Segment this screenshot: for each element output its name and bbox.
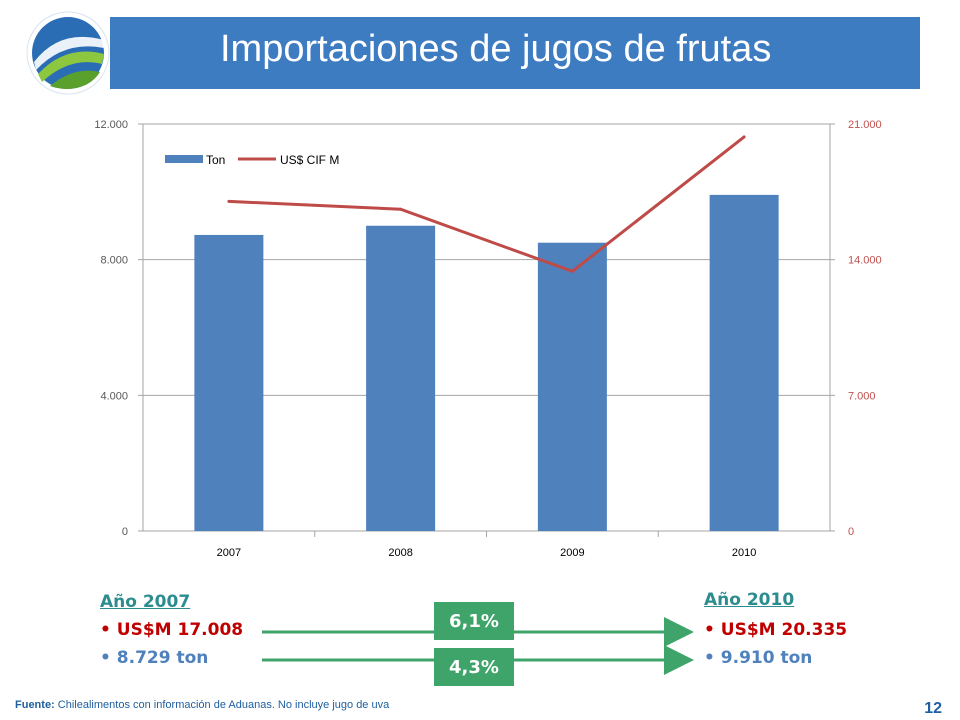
y-left-tick-label: 4.000 xyxy=(100,390,128,402)
y-right-tick-label: 0 xyxy=(848,526,854,538)
growth-ton-badge: 4,3% xyxy=(434,648,514,686)
page-number: 12 xyxy=(924,700,942,717)
x-tick-label: 2007 xyxy=(217,547,241,559)
line-series xyxy=(227,135,746,273)
growth-usd-badge: 6,1% xyxy=(434,602,514,640)
bar-2010 xyxy=(709,194,779,531)
summary-right-ton: • 9.910 ton xyxy=(704,648,813,668)
y-left-tick-label: 8.000 xyxy=(100,255,128,267)
slide-title: Importaciones de jugos de frutas xyxy=(220,28,772,70)
x-tick-label: 2010 xyxy=(732,547,756,559)
bar-2009 xyxy=(537,242,607,532)
footer-text: Chilealimentos con información de Aduana… xyxy=(57,699,390,711)
company-logo xyxy=(26,11,110,95)
x-tick-label: 2009 xyxy=(560,547,584,559)
bar-2008 xyxy=(366,225,436,531)
title-bar xyxy=(110,17,920,89)
line-point-2007 xyxy=(227,199,231,203)
tick-labels: 0 4.000 8.000 12.000 0 7.000 14.000 21.000 2007 2… xyxy=(94,119,881,559)
summary-left-ton: • 8.729 ton xyxy=(100,648,209,668)
y-right-tick-label: 14.000 xyxy=(848,255,882,267)
line-us-cif xyxy=(228,135,746,273)
line-point-2009 xyxy=(570,269,574,273)
x-tick-label: 2008 xyxy=(388,547,412,559)
legend-label-usd: US$ CIF M xyxy=(280,153,339,167)
chart-legend: Ton US$ CIF M xyxy=(165,153,339,167)
summary-right-usd: • US$M 20.335 xyxy=(704,620,848,640)
y-left-tick-label: 12.000 xyxy=(94,119,128,131)
summary-left-heading: Año 2007 xyxy=(100,592,191,612)
y-left-tick-label: 0 xyxy=(122,526,128,538)
summary-right-heading: Año 2010 xyxy=(704,590,795,610)
summary-left-usd: • US$M 17.008 xyxy=(100,620,244,640)
line-point-2008 xyxy=(399,207,403,211)
legend-swatch-ton xyxy=(165,155,203,163)
bar-series xyxy=(194,194,779,532)
line-point-2010 xyxy=(742,135,746,139)
legend-label-ton: Ton xyxy=(206,153,225,167)
footer-source: Fuente: Chilealimentos con información d… xyxy=(15,699,389,711)
bar-2007 xyxy=(194,234,264,532)
footer-label: Fuente: xyxy=(15,699,55,711)
y-right-tick-label: 21.000 xyxy=(848,119,882,131)
y-right-tick-label: 7.000 xyxy=(848,390,876,402)
axes xyxy=(138,123,835,537)
